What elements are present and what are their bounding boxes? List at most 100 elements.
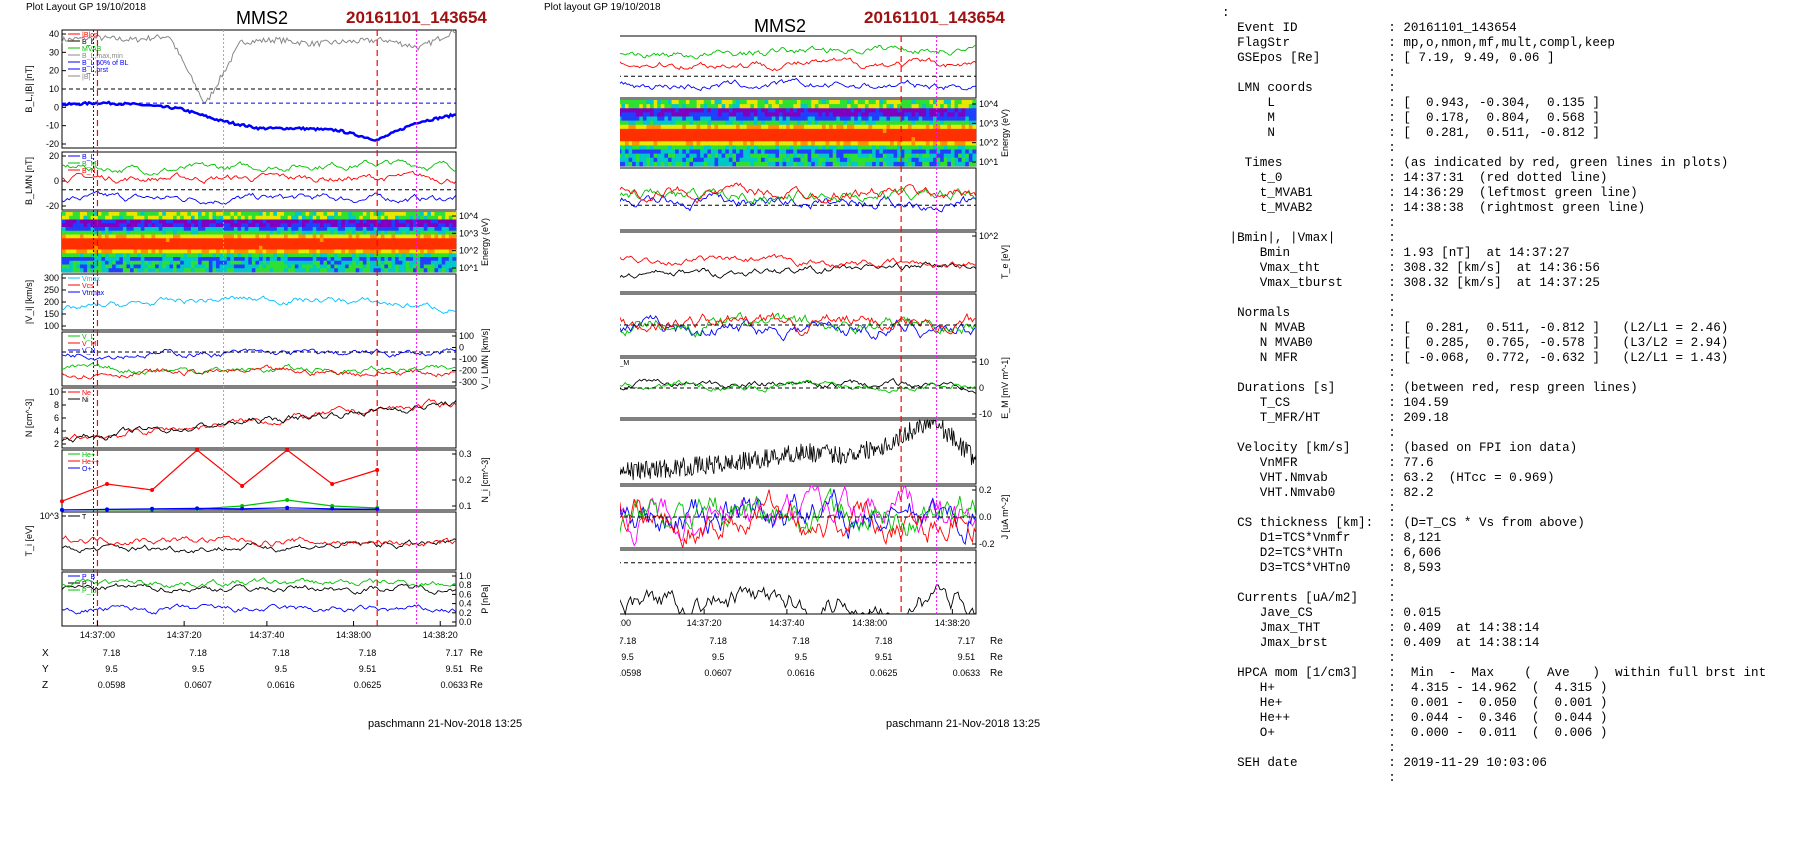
spectrogram-cell: [696, 149, 701, 154]
spectrogram-cell: [309, 242, 314, 247]
spectrogram-cell: [452, 257, 457, 262]
spectrogram-cell: [771, 104, 776, 109]
spectrogram-cell: [911, 100, 916, 105]
spectrogram-cell: [402, 223, 407, 228]
spectrogram-cell: [430, 260, 435, 265]
spectrogram-cell: [344, 249, 349, 254]
spectrogram-cell: [122, 242, 127, 247]
x-tick-label: 14:37:20: [167, 630, 202, 640]
spectrogram-cell: [890, 133, 894, 138]
spectrogram-cell: [255, 227, 260, 232]
spectrogram-cell: [943, 157, 948, 163]
spectrogram-cell: [893, 108, 898, 113]
info-line: Durations [s] : (between red, resp green…: [1222, 381, 1638, 395]
spectrogram-cell: [818, 100, 823, 105]
spectrogram-cell: [958, 124, 962, 130]
spectrogram-cell: [101, 238, 106, 243]
spectrogram-cell: [728, 149, 733, 154]
spectrogram-cell: [832, 100, 837, 105]
spectrogram-cell: [779, 112, 783, 117]
spectrogram-cell: [868, 149, 873, 154]
spectrogram-cell: [646, 149, 651, 154]
spectrogram-cell: [707, 161, 712, 167]
spectrogram-cell: [259, 264, 263, 269]
spectrogram-cell: [764, 124, 769, 130]
spectrogram-cell: [836, 108, 841, 113]
spectrogram-cell: [757, 112, 762, 117]
spectrogram-cell: [721, 112, 726, 117]
spectrogram-cell: [904, 108, 909, 113]
spectrogram-cell: [72, 264, 77, 269]
spectrogram-cell: [130, 227, 134, 232]
spectrogram-cell: [893, 112, 898, 117]
spectrogram-cell: [312, 257, 317, 262]
spectrogram-cell: [779, 100, 783, 105]
spectrogram-cell: [384, 242, 389, 247]
spectrogram-cell: [269, 238, 274, 243]
spectrogram-cell: [266, 238, 271, 243]
spectrogram-cell: [757, 137, 762, 142]
spectrogram-cell: [223, 227, 228, 232]
spectrogram-cell: [126, 227, 131, 232]
spectrogram-cell: [147, 249, 152, 254]
spectrogram-cell: [230, 253, 235, 258]
spectrogram-cell: [736, 120, 740, 126]
spectrogram-cell: [664, 120, 669, 126]
spectrogram-cell: [796, 145, 801, 150]
spectrogram-cell: [370, 268, 374, 273]
spectrogram-cell: [721, 153, 726, 159]
spectrogram-cell: [244, 219, 249, 224]
spectrogram-cell: [821, 104, 826, 109]
spectrogram-cell: [334, 212, 339, 217]
spectrogram-cell: [266, 264, 271, 269]
spectrogram-cell: [890, 116, 894, 121]
spectrogram-cell: [309, 230, 314, 235]
spectrogram-cell: [886, 141, 891, 146]
spectrogram-cell: [639, 141, 644, 146]
spectrogram-cell: [922, 133, 927, 138]
spectrogram-cell: [355, 234, 360, 239]
spectrogram-cell: [101, 264, 106, 269]
spectrogram-cell: [685, 137, 690, 142]
spectrogram-cell: [233, 238, 238, 243]
spectrogram-cell: [144, 257, 149, 262]
spectrogram-cell: [76, 219, 81, 224]
spectrogram-cell: [341, 242, 346, 247]
spectrogram-cell: [334, 245, 339, 250]
spectrogram-cell: [241, 253, 245, 258]
spectrogram-cell: [384, 219, 389, 224]
spectrogram-cell: [87, 253, 91, 258]
spectrogram-cell: [886, 145, 891, 150]
spectrogram-cell: [316, 215, 321, 220]
spectrogram-cell: [768, 145, 773, 150]
spectrogram-cell: [133, 253, 138, 258]
spectrogram-cell: [87, 260, 91, 265]
spectrogram-cell: [291, 238, 296, 243]
spectrogram-cell: [97, 234, 102, 239]
spectrogram-cell: [83, 245, 88, 250]
spectrogram-cell: [370, 249, 374, 254]
spectrogram-cell: [972, 100, 977, 105]
y-tick-label: -100: [459, 354, 477, 364]
spectrogram-cell: [624, 108, 629, 113]
spectrogram-cell: [642, 149, 647, 154]
spectrogram-cell: [108, 238, 113, 243]
spectrogram-cell: [836, 153, 841, 159]
spectrogram-cell: [344, 223, 349, 228]
spectrogram-cell: [829, 124, 834, 130]
spectrogram-cell: [87, 223, 91, 228]
y-tick-label: 0.1: [459, 501, 472, 511]
spectrogram-cell: [657, 124, 662, 130]
spectrogram-cell: [194, 234, 199, 239]
spectrogram-cell: [452, 249, 457, 254]
spectrogram-cell: [83, 260, 88, 265]
spectrogram-cell: [323, 253, 328, 258]
spectrogram-cell: [750, 108, 755, 113]
spectrogram-cell: [890, 157, 894, 163]
spectrogram-cell: [839, 112, 844, 117]
spectrogram-cell: [373, 253, 378, 258]
spectrogram-cell: [115, 264, 120, 269]
spectrogram-cell: [294, 234, 299, 239]
spectrogram-cell: [782, 104, 787, 109]
spectrogram-cell: [832, 120, 837, 126]
